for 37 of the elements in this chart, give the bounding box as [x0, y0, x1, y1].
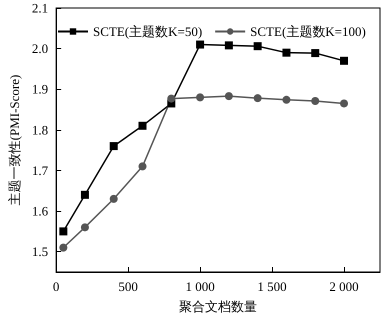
y-tick-label: 2.0	[32, 41, 48, 56]
point	[282, 96, 290, 104]
point	[59, 227, 68, 236]
point	[254, 42, 262, 50]
point	[196, 93, 204, 102]
point	[138, 122, 147, 130]
y-tick-label: 1.8	[32, 122, 48, 138]
point	[254, 94, 262, 102]
point	[59, 244, 68, 252]
point	[224, 92, 233, 100]
y-axis-title: 主题一致性(PMI-Score)	[7, 74, 22, 206]
point	[340, 99, 348, 108]
x-tick-label: 1 500	[257, 279, 287, 294]
legend-label: SCTE(主题数K=100)	[250, 24, 366, 39]
y-tick-label: 1.5	[32, 244, 48, 260]
point	[340, 56, 348, 65]
point	[110, 142, 118, 150]
legend-label: SCTE(主题数K=50)	[93, 24, 202, 39]
x-axis-title: 聚合文档数量	[179, 299, 258, 314]
x-tick-label: 500	[118, 279, 138, 294]
point	[110, 194, 118, 203]
x-tick-label: 2 000	[329, 279, 359, 294]
point	[224, 41, 233, 50]
y-tick-label: 2.1	[32, 0, 48, 16]
point	[282, 48, 290, 57]
point	[80, 223, 89, 232]
y-tick-label: 1.9	[32, 82, 48, 97]
x-tick-label: 1 000	[185, 279, 215, 294]
point	[80, 190, 89, 199]
y-tick-label: 1.7	[32, 162, 49, 178]
point	[138, 162, 147, 170]
point	[311, 49, 320, 58]
y-tick-label: 1.6	[32, 204, 49, 219]
point	[167, 94, 176, 103]
x-tick-label: 0	[52, 279, 60, 294]
point	[311, 97, 320, 106]
point	[196, 40, 204, 49]
